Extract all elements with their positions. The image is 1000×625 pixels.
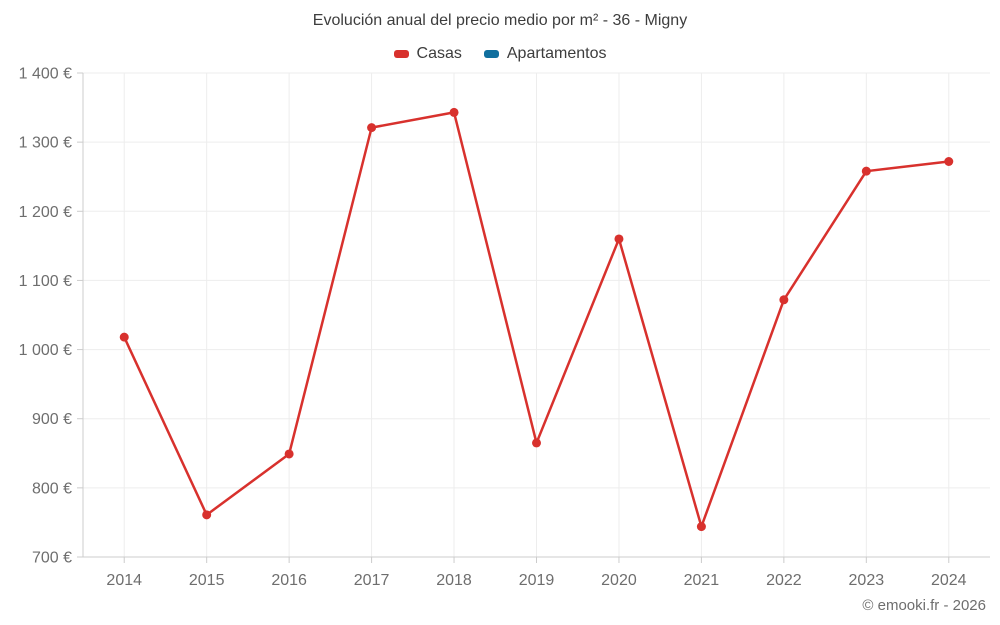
legend-item-apartamentos[interactable]: Apartamentos	[483, 45, 607, 63]
svg-text:2021: 2021	[684, 572, 720, 589]
casas-series-marker-icon	[393, 50, 409, 58]
apartamentos-series-marker-icon	[483, 50, 499, 58]
svg-text:1 200 €: 1 200 €	[19, 204, 72, 221]
legend-item-casas[interactable]: Casas	[393, 45, 462, 63]
svg-text:1 100 €: 1 100 €	[19, 273, 72, 290]
svg-text:2018: 2018	[436, 572, 472, 589]
credit-text: © emooki.fr - 2026	[862, 597, 986, 614]
svg-text:2016: 2016	[271, 572, 307, 589]
svg-text:1 300 €: 1 300 €	[19, 135, 72, 152]
svg-text:2019: 2019	[519, 572, 555, 589]
svg-text:2015: 2015	[189, 572, 225, 589]
svg-text:2020: 2020	[601, 572, 637, 589]
svg-text:2017: 2017	[354, 572, 390, 589]
svg-text:2014: 2014	[106, 572, 142, 589]
legend: Casas Apartamentos	[0, 45, 1000, 63]
svg-text:1 400 €: 1 400 €	[19, 66, 72, 83]
svg-text:2023: 2023	[849, 572, 885, 589]
chart-title: Evolución anual del precio medio por m² …	[312, 12, 688, 29]
svg-text:800 €: 800 €	[32, 480, 72, 497]
svg-text:2022: 2022	[766, 572, 802, 589]
svg-text:1 000 €: 1 000 €	[19, 342, 72, 359]
svg-text:700 €: 700 €	[32, 550, 72, 567]
legend-label-casas: Casas	[416, 45, 462, 62]
legend-label-apartamentos: Apartamentos	[506, 45, 607, 62]
svg-text:900 €: 900 €	[32, 411, 72, 428]
svg-text:2024: 2024	[931, 572, 967, 589]
